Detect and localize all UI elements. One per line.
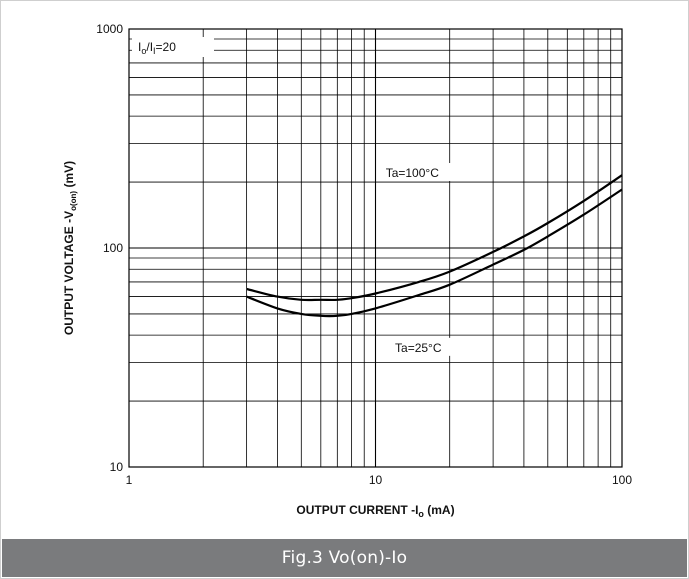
figure-caption: Fig.3 Vo(on)-Io [281,548,408,568]
condition-mid: /I [146,40,153,54]
y-axis-title-sub: o(on) [69,191,78,211]
condition-sub-i: I [153,46,156,56]
grid [129,29,622,467]
caption-bar: Fig.3 Vo(on)-Io [2,539,687,577]
condition-tail: =20 [156,40,177,54]
x-tick-label: 1 [126,473,133,487]
y-tick-label: 1000 [96,22,123,36]
x-tick-label: 10 [369,473,383,487]
x-axis-title-main: OUTPUT CURRENT -I [296,503,418,517]
x-tick-label: 100 [612,473,632,487]
y-axis-title-tail: (mV) [62,161,76,191]
condition-sub-o: o [141,46,146,56]
condition-i1: I [138,40,141,54]
condition-box [132,37,214,57]
series-100-label-bg [382,163,455,182]
curves [246,174,623,318]
series-line-1 [246,188,623,318]
series-line-0 [246,174,623,302]
x-axis-title-tail: (mA) [424,503,455,517]
series-label-25c: Ta=25°C [395,341,442,355]
series-25-label-bg [392,337,457,356]
x-axis-title-sub: o [418,509,424,519]
y-axis-title: OUTPUT VOLTAGE -Vo(on) (mV) [62,161,78,335]
y-tick-label: 10 [110,460,124,474]
x-axis-title: OUTPUT CURRENT -Io (mA) [296,503,454,519]
plot-border [128,28,623,468]
series-label-100c: Ta=100°C [386,166,440,180]
condition-label: Io/II=20 [138,40,176,56]
y-axis-title-main: OUTPUT VOLTAGE -V [62,211,76,335]
y-tick-label: 100 [103,241,123,255]
